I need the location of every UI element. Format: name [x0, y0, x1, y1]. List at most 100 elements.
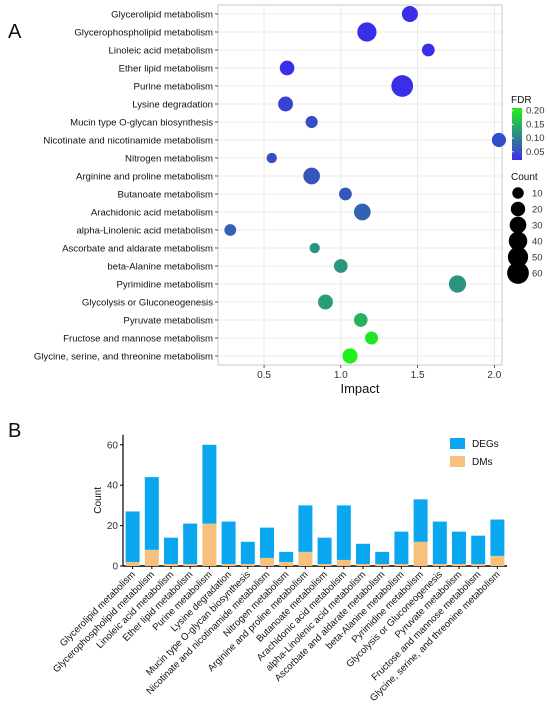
bubble-point — [353, 313, 368, 327]
panel-a-label: A — [8, 21, 22, 43]
count-legend-title: Count — [511, 172, 538, 183]
bubble-point — [364, 331, 379, 345]
size-legend-label: 20 — [532, 205, 543, 216]
bar-degs — [202, 444, 217, 524]
x-tick-label: Linoleic acid metabolism — [94, 569, 176, 651]
bar-degs — [413, 499, 428, 542]
y-tick-label: alpha-Linolenic acid metabolism — [76, 226, 213, 237]
bar-degs — [471, 535, 486, 564]
y-tick-label: Pyrimidine metabolism — [117, 280, 214, 291]
y-tick-label: Glycolysis or Gluconeogenesis — [82, 298, 213, 309]
size-legend-label: 50 — [532, 253, 543, 264]
y-tick-label: Arginine and proline metabolism — [76, 172, 213, 183]
bar-dms — [413, 541, 428, 566]
bubble-point — [333, 259, 348, 273]
y-tick-label: Glycerophospholipid metabolism — [74, 28, 213, 39]
bubble-point — [279, 60, 295, 76]
bar-dms — [394, 563, 409, 566]
bar-degs — [317, 537, 332, 564]
colorbar-tick-label: 0.10 — [526, 133, 545, 144]
bar-dms — [202, 523, 217, 566]
y-tick-label: Fructose and mannose metabolism — [63, 334, 213, 345]
size-legend-label: 60 — [532, 269, 543, 280]
y-tick-label: Ascorbate and aldarate metabolism — [62, 244, 213, 255]
size-legend-label: 40 — [532, 237, 543, 248]
bubble-point — [309, 242, 320, 254]
bar-dms — [221, 563, 236, 566]
bar-dms — [298, 551, 313, 566]
bar-dms — [375, 563, 390, 566]
bubble-point — [342, 348, 358, 364]
bubble-point — [421, 43, 435, 57]
bar-dms — [125, 561, 140, 566]
fdr-legend-title: FDR — [511, 95, 532, 106]
bar-dms — [279, 561, 294, 566]
bar-degs — [432, 521, 447, 564]
bubble-point — [401, 5, 418, 23]
bar-dms — [317, 563, 332, 566]
bar-degs — [183, 523, 198, 564]
y-tick-label: Ether lipid metabolism — [119, 64, 213, 75]
legend-swatch-dms — [450, 456, 465, 467]
bar-degs — [164, 537, 178, 564]
size-legend-dot — [508, 231, 528, 251]
bar-degs — [452, 531, 466, 564]
bar-dms — [240, 563, 255, 566]
size-legend-dot — [509, 216, 527, 234]
y-tick-label: Purine metabolism — [134, 82, 213, 93]
colorbar-tick-label: 0.15 — [526, 119, 545, 130]
bar-dms — [356, 563, 370, 566]
size-legend-dot — [510, 201, 526, 217]
bar-dms — [471, 563, 486, 566]
legend-label-dms: DMs — [472, 457, 493, 468]
y-tick-label: Pyruvate metabolism — [123, 316, 213, 327]
bubble-point — [224, 224, 237, 236]
y-tick-label: Butanoate metabolism — [118, 190, 213, 201]
bar-dms — [432, 563, 447, 566]
bar-dms — [260, 557, 274, 566]
bar-dms — [336, 559, 351, 566]
size-legend-dot — [507, 262, 529, 284]
y-tick-label: Glycine, serine, and threonine metabolis… — [34, 352, 213, 363]
x-tick-label: 0.5 — [257, 370, 271, 381]
bar-dms — [490, 555, 505, 566]
size-legend-dot — [507, 246, 529, 268]
bubble-point — [305, 115, 318, 129]
bar-degs — [490, 519, 505, 556]
y-tick-label: Mucin type O-glycan biosynthesis — [70, 118, 213, 129]
legend-label-degs: DEGs — [472, 439, 499, 450]
panel-b-label: B — [8, 420, 21, 442]
bubble-point — [303, 167, 320, 185]
y-tick-label: beta-Alanine metabolism — [107, 262, 213, 273]
y-axis-title: Count — [93, 487, 104, 514]
legend-swatch-degs — [450, 438, 465, 449]
plot-panel — [217, 4, 503, 366]
y-tick-label: Nicotinate and nicotinamide metabolism — [43, 136, 213, 147]
bubble-point — [391, 75, 414, 97]
y-tick-label: Nitrogen metabolism — [125, 154, 213, 165]
bar-degs — [125, 511, 140, 562]
bar-degs — [394, 531, 409, 564]
y-tick-label: 20 — [107, 521, 119, 532]
y-tick-label: Linoleic acid metabolism — [108, 46, 213, 57]
bar-degs — [336, 505, 351, 560]
bar-degs — [375, 551, 390, 564]
bubble-point — [318, 294, 333, 310]
x-tick-label: 1.0 — [334, 370, 348, 381]
bubble-point — [278, 96, 293, 112]
bubble-point — [266, 152, 277, 164]
y-tick-label: Glycerolipid metabolism — [111, 10, 213, 21]
bubble-point — [339, 187, 352, 201]
bubble-point — [353, 203, 371, 221]
bar-degs — [144, 477, 159, 550]
bar-degs — [356, 543, 370, 564]
bar-degs — [221, 521, 236, 564]
y-tick-label: 40 — [107, 481, 119, 492]
x-axis-title: Impact — [340, 381, 379, 396]
bar-dms — [144, 549, 159, 566]
bubble-chart: 0.5 1.0 1.5 2.0 Glycerolipid metabolism Glyce… — [34, 4, 545, 396]
x-tick-label: 1.5 — [411, 370, 425, 381]
bubble-point — [357, 22, 377, 42]
colorbar-tick-label: 0.05 — [526, 147, 545, 158]
